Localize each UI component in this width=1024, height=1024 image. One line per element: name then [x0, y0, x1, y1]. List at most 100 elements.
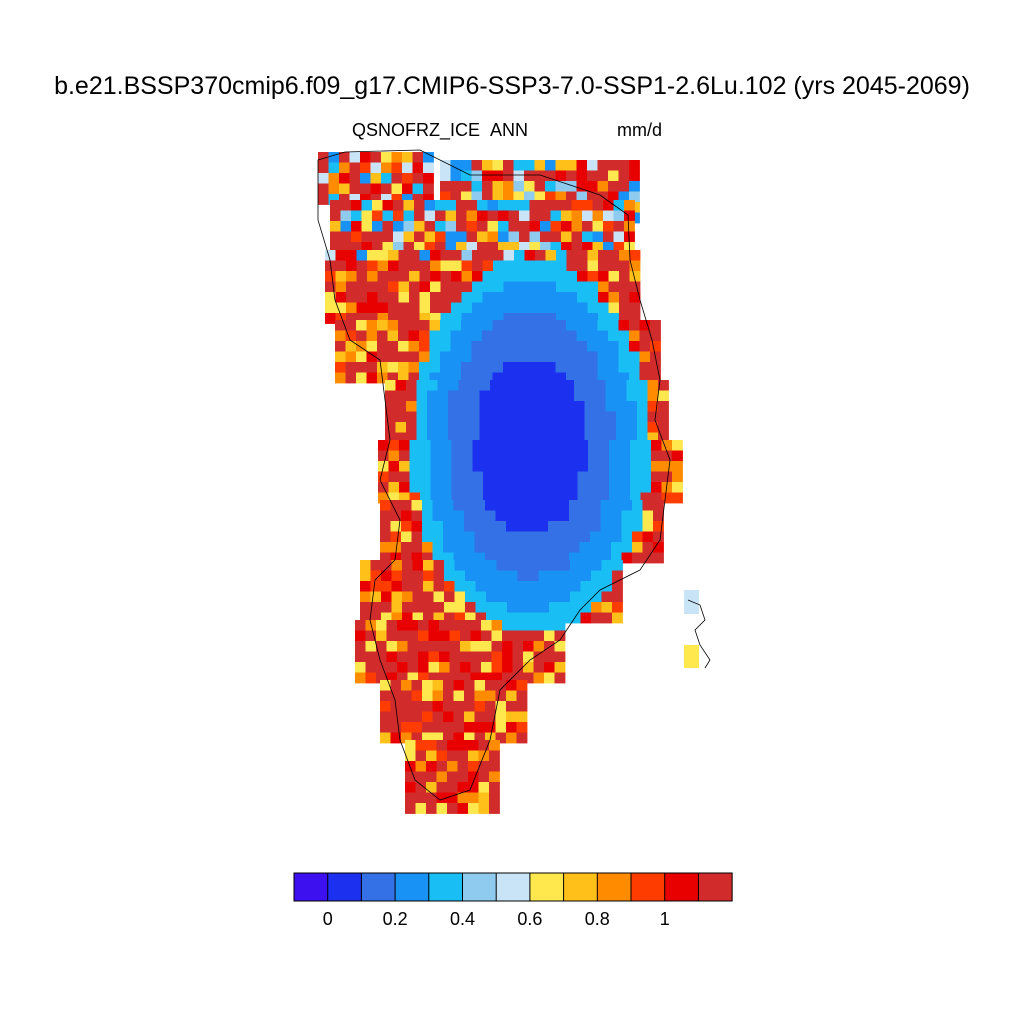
grid-cell: [485, 711, 496, 723]
grid-cell: [412, 152, 424, 163]
grid-cell: [427, 411, 438, 423]
grid-cell: [346, 250, 357, 261]
grid-cell: [381, 194, 392, 205]
grid-cell: [630, 440, 641, 451]
grid-cell: [450, 320, 462, 331]
colorbar-box: [698, 873, 733, 901]
grid-cell: [512, 651, 524, 663]
grid-cell: [489, 761, 500, 772]
grid-cell: [523, 641, 534, 652]
grid-cell: [448, 411, 459, 423]
grid-cell: [441, 492, 452, 504]
grid-cell: [561, 200, 572, 211]
season-label: ANN: [490, 120, 529, 140]
grid-cell: [440, 330, 451, 342]
grid-cell: [401, 711, 412, 723]
grid-cell: [335, 341, 346, 352]
grid-cell: [478, 761, 490, 772]
grid-cell: [486, 591, 497, 603]
grid-cell: [461, 250, 473, 261]
grid-cell: [457, 782, 469, 793]
grid-cell: [478, 792, 490, 804]
grid-cell: [472, 482, 484, 493]
grid-cell: [661, 440, 673, 451]
grid-cell: [412, 560, 424, 571]
grid-cell: [647, 401, 659, 412]
grid-cell: [553, 432, 564, 444]
grid-cell: [416, 401, 428, 412]
colorbar-box: [395, 873, 430, 901]
grid-cell: [502, 672, 513, 684]
grid-cell: [507, 581, 518, 592]
grid-cell: [618, 351, 630, 363]
grid-cell: [569, 521, 580, 532]
grid-cell: [658, 422, 669, 433]
grid-cell: [388, 313, 399, 324]
grid-cell: [609, 492, 620, 504]
grid-cell: [440, 292, 452, 303]
grid-cell: [595, 432, 606, 444]
grid-cell: [456, 242, 467, 253]
grid-cell: [516, 500, 528, 511]
grid-cell: [376, 651, 387, 663]
grid-cell: [651, 471, 662, 483]
grid-cell: [521, 422, 533, 433]
grid-cell: [447, 771, 458, 783]
grid-cell: [548, 521, 559, 532]
grid-cell: [370, 152, 382, 163]
colorbar-tick-label: 0.6: [517, 909, 542, 929]
grid-cell: [453, 690, 465, 702]
grid-cell: [567, 440, 578, 451]
grid-cell: [546, 482, 557, 493]
grid-cell: [419, 341, 430, 352]
grid-cell: [493, 271, 504, 282]
grid-cell: [609, 471, 620, 483]
grid-cell: [325, 250, 336, 261]
grid-cell: [346, 313, 357, 324]
grid-cell: [356, 281, 368, 293]
grid-cell: [566, 260, 578, 272]
grid-cell: [618, 320, 630, 331]
grid-cell: [587, 281, 599, 293]
grid-cell: [420, 461, 431, 472]
grid-cell: [514, 250, 525, 261]
grid-cell: [597, 160, 609, 171]
grid-cell: [524, 160, 535, 171]
grid-cell: [451, 313, 462, 324]
grid-cell: [534, 372, 546, 384]
grid-cell: [405, 792, 416, 804]
grid-cell: [506, 732, 517, 744]
grid-cell: [495, 711, 507, 723]
grid-cell: [391, 152, 403, 163]
grid-cell: [529, 231, 541, 243]
grid-cell: [566, 302, 578, 314]
grid-cell: [360, 560, 371, 571]
grid-cell: [409, 450, 421, 462]
grid-cell: [429, 372, 441, 384]
grid-cell: [605, 422, 617, 433]
grid-cell: [544, 672, 555, 684]
grid-cell: [423, 570, 434, 582]
grid-cell: [388, 440, 400, 451]
grid-cell: [468, 792, 479, 804]
grid-cell: [355, 641, 366, 652]
grid-cell: [587, 250, 599, 261]
grid-cell: [355, 662, 366, 673]
grid-cell: [429, 330, 441, 342]
grid-cell: [462, 482, 473, 493]
grid-cell: [639, 341, 651, 352]
grid-cell: [535, 492, 547, 504]
grid-cell: [427, 401, 438, 412]
grid-cell: [472, 260, 483, 272]
grid-cell: [346, 302, 357, 314]
grid-cell: [658, 411, 669, 423]
grid-cell: [553, 401, 564, 412]
grid-cell: [401, 732, 412, 744]
grid-cell: [612, 570, 623, 582]
grid-cell: [495, 722, 507, 733]
grid-cell: [386, 662, 398, 673]
grid-cell: [558, 521, 570, 532]
grid-cell: [414, 200, 425, 211]
grid-cell: [493, 313, 504, 324]
grid-cell: [567, 492, 578, 504]
